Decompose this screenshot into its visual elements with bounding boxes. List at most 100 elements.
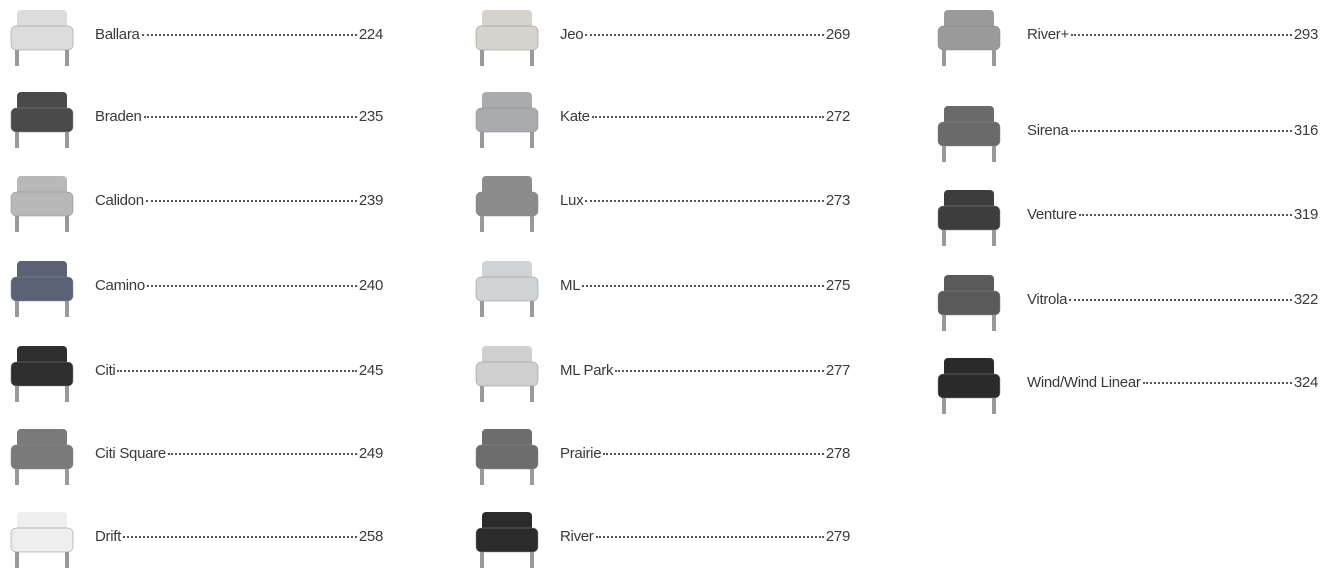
chair-shape <box>15 469 19 485</box>
page-number: 279 <box>826 528 850 545</box>
chair-shape <box>938 122 1000 146</box>
page-number: 277 <box>826 362 850 379</box>
chair-thumbnail <box>932 182 1007 252</box>
entry-name: ML Park <box>560 362 613 379</box>
chair-shape <box>65 301 69 317</box>
chair-thumbnail <box>932 267 1007 337</box>
entry-line: Drift 258 <box>95 528 383 545</box>
dot-leader <box>585 34 824 36</box>
chair-thumbnail <box>470 504 545 574</box>
chair-thumbnail <box>5 168 80 238</box>
chair-shape <box>480 50 484 66</box>
chair-shape <box>530 386 534 402</box>
chair-thumbnail <box>470 2 545 72</box>
chair-shape <box>938 291 1000 315</box>
page-number: 239 <box>359 192 383 209</box>
chair-shape <box>65 50 69 66</box>
chair-thumbnail <box>932 98 1007 168</box>
chair-shape <box>530 301 534 317</box>
chair-shape <box>938 206 1000 230</box>
chair-thumbnail <box>5 421 80 491</box>
chair-shape <box>530 50 534 66</box>
entry-name: River <box>560 528 594 545</box>
chair-thumbnail <box>5 253 80 323</box>
chair-shape <box>942 315 946 331</box>
entry-name: Sirena <box>1027 122 1069 139</box>
chair-shape <box>938 26 1000 50</box>
dot-leader <box>168 453 357 455</box>
page-number: 240 <box>359 277 383 294</box>
dot-leader <box>615 370 824 372</box>
index-entry: ML Park 277 <box>470 338 850 408</box>
chair-shape <box>480 301 484 317</box>
chair-thumbnail <box>470 168 545 238</box>
chair-shape <box>992 50 996 66</box>
index-entry: Camino 240 <box>5 253 383 323</box>
entry-name: Camino <box>95 277 145 294</box>
dot-leader <box>142 34 357 36</box>
index-entry: River 279 <box>470 504 850 574</box>
chair-shape <box>476 362 538 386</box>
chair-shape <box>15 216 19 232</box>
chair-shape <box>476 26 538 50</box>
chair-shape <box>476 192 538 216</box>
page-number: 316 <box>1294 122 1318 139</box>
dot-leader <box>123 536 357 538</box>
chair-thumbnail <box>470 338 545 408</box>
chair-shape <box>942 398 946 414</box>
chair-shape <box>476 528 538 552</box>
chair-shape <box>938 374 1000 398</box>
entry-name: Drift <box>95 528 121 545</box>
index-entry: Sirena 316 <box>932 98 1318 168</box>
chair-shape <box>942 146 946 162</box>
page-number: 324 <box>1294 374 1318 391</box>
dot-leader <box>117 370 356 372</box>
chair-shape <box>480 132 484 148</box>
dot-leader <box>144 116 357 118</box>
chair-shape <box>11 277 73 301</box>
entry-line: River 279 <box>560 528 850 545</box>
chair-shape <box>65 216 69 232</box>
chair-shape <box>476 277 538 301</box>
dot-leader <box>603 453 824 455</box>
entry-name: Citi <box>95 362 115 379</box>
entry-name: Kate <box>560 108 590 125</box>
entry-name: Vitrola <box>1027 291 1067 308</box>
chair-shape <box>942 50 946 66</box>
index-entry: Vitrola 322 <box>932 267 1318 337</box>
dot-leader <box>1079 214 1292 216</box>
page-number: 322 <box>1294 291 1318 308</box>
chair-shape <box>11 26 73 50</box>
chair-shape <box>15 552 19 568</box>
page-number: 224 <box>359 26 383 43</box>
chair-thumbnail <box>470 253 545 323</box>
chair-shape <box>530 216 534 232</box>
entry-name: Lux <box>560 192 583 209</box>
chair-shape <box>65 386 69 402</box>
dot-leader <box>1143 382 1292 384</box>
chair-shape <box>530 132 534 148</box>
page-number: 293 <box>1294 26 1318 43</box>
page-number: 319 <box>1294 206 1318 223</box>
chair-shape <box>480 469 484 485</box>
chair-shape <box>992 230 996 246</box>
dot-leader <box>1069 299 1292 301</box>
page-number: 258 <box>359 528 383 545</box>
dot-leader <box>582 285 824 287</box>
entry-name: Braden <box>95 108 142 125</box>
chair-shape <box>480 552 484 568</box>
chair-shape <box>992 398 996 414</box>
